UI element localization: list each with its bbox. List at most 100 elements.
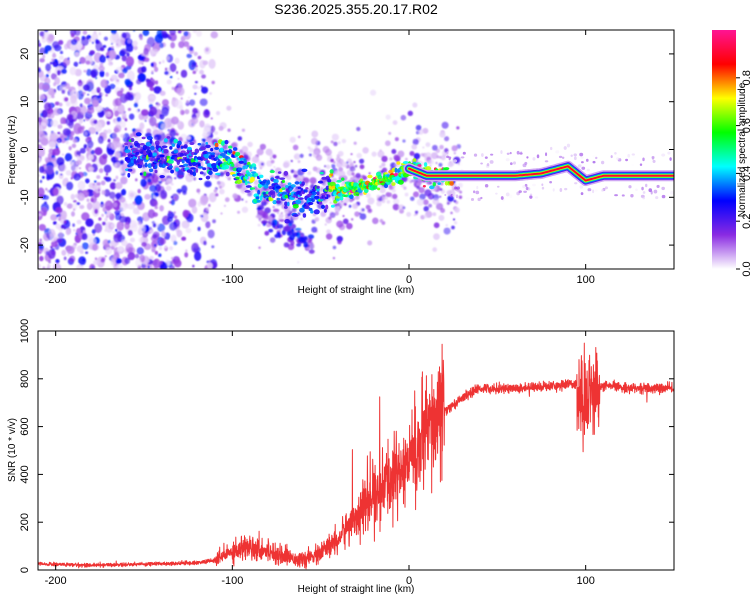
heatmap-cell (173, 211, 176, 215)
heatmap-cell (182, 190, 187, 195)
heatmap-cell (106, 121, 111, 125)
heatmap-cell (83, 69, 87, 73)
heatmap-cell (219, 171, 225, 177)
heatmap-cell (523, 190, 527, 194)
heatmap-cell (329, 201, 332, 204)
heatmap-cell (39, 179, 43, 184)
heatmap-cell (107, 58, 111, 63)
heatmap-cell (53, 108, 61, 116)
colorbar-tick-label: 0.8 (741, 70, 750, 85)
heatmap-cell (144, 119, 147, 122)
heatmap-cell (158, 131, 166, 141)
heatmap-cell (413, 152, 421, 160)
heatmap-cell (85, 60, 91, 65)
heatmap-cell (112, 230, 116, 234)
heatmap-cell (292, 203, 299, 209)
heatmap-cell (138, 237, 144, 243)
heatmap-cell (558, 155, 563, 159)
heatmap-cell (126, 43, 134, 52)
heatmap-cell (59, 50, 64, 55)
heatmap-cell (272, 200, 278, 205)
heatmap-cell (175, 228, 180, 233)
heatmap-cell (215, 111, 221, 116)
heatmap-cell (69, 95, 77, 104)
spectrogram-y-tick-label: 20 (19, 48, 31, 60)
heatmap-cell (58, 40, 64, 45)
spectrogram-y-axis-title: Frequency (Hz) (7, 116, 18, 185)
heatmap-cell (268, 228, 274, 233)
heatmap-cell (365, 192, 371, 198)
heatmap-cell (574, 182, 578, 185)
heatmap-cell (147, 178, 152, 183)
heatmap-cell (186, 53, 192, 59)
heatmap-cell (171, 143, 176, 147)
heatmap-cell (98, 32, 102, 36)
heatmap-cell (104, 229, 108, 232)
heatmap-cell (201, 86, 209, 94)
heatmap-cell (581, 166, 586, 170)
heatmap-cell (124, 127, 127, 131)
heatmap-cell (120, 121, 126, 128)
heatmap-cell (321, 192, 328, 196)
heatmap-cell (82, 84, 91, 91)
heatmap-cell (141, 136, 146, 140)
heatmap-cell (256, 148, 264, 156)
heatmap-cell (235, 183, 240, 188)
heatmap-cell (104, 255, 107, 258)
heatmap-cell (39, 238, 43, 243)
heatmap-cell (142, 163, 146, 169)
heatmap-cell (52, 187, 59, 196)
heatmap-cell (439, 131, 446, 138)
heatmap-cell (138, 223, 146, 234)
heatmap-cell (171, 86, 175, 91)
heatmap-cell (95, 76, 98, 80)
heatmap-cell (333, 191, 338, 197)
heatmap-cell (232, 147, 238, 151)
heatmap-cell (70, 38, 78, 46)
heatmap-cell (169, 129, 177, 138)
heatmap-cell (110, 141, 118, 150)
heatmap-cell (104, 200, 113, 211)
heatmap-cell (210, 152, 216, 156)
heatmap-cell (299, 153, 304, 159)
heatmap-cell (422, 146, 425, 149)
heatmap-cell (87, 166, 94, 172)
heatmap-cell (444, 193, 447, 197)
heatmap-cell (296, 243, 302, 247)
heatmap-cell (477, 197, 481, 202)
heatmap-cell (99, 55, 106, 64)
heatmap-cell (197, 55, 202, 60)
heatmap-cell (144, 162, 148, 168)
heatmap-cell (38, 131, 45, 141)
heatmap-cell (100, 92, 105, 96)
heatmap-cell (453, 151, 457, 155)
heatmap-cell (287, 201, 290, 207)
heatmap-cell (480, 153, 484, 157)
heatmap-cell (184, 109, 190, 115)
heatmap-cell (170, 234, 177, 243)
heatmap-cell (470, 198, 475, 201)
heatmap-cell (56, 238, 63, 244)
heatmap-cell (307, 146, 311, 150)
heatmap-cell (176, 188, 182, 194)
heatmap-cell (443, 167, 450, 171)
snr-y-tick-label: 600 (19, 417, 31, 435)
heatmap-cell (270, 159, 275, 164)
heatmap-cell (194, 92, 197, 95)
heatmap-cell (82, 230, 86, 234)
heatmap-cell (297, 261, 300, 264)
heatmap-cell (191, 161, 197, 166)
heatmap-cell (516, 150, 520, 155)
heatmap-cell (140, 178, 147, 188)
heatmap-cell (166, 136, 171, 139)
heatmap-cell (559, 188, 563, 192)
heatmap-cell (52, 262, 62, 269)
heatmap-cell (72, 223, 75, 227)
heatmap-cell (173, 171, 178, 176)
heatmap-cell (277, 171, 282, 174)
heatmap-cell (64, 43, 69, 50)
heatmap-cell (174, 99, 183, 109)
heatmap-cell (101, 213, 104, 217)
heatmap-cell (114, 97, 122, 107)
heatmap-cell (441, 121, 449, 129)
